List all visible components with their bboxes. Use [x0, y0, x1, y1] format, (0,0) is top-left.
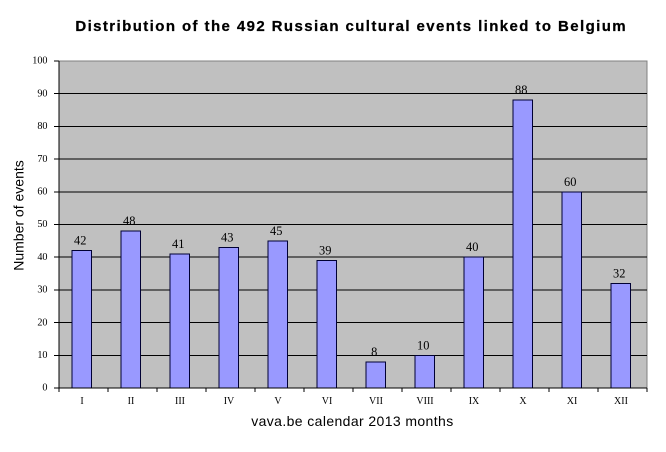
svg-text:39: 39: [319, 244, 331, 258]
svg-text:80: 80: [37, 121, 47, 132]
svg-text:42: 42: [74, 234, 86, 248]
svg-text:XI: XI: [567, 396, 578, 407]
svg-text:45: 45: [270, 224, 282, 238]
svg-text:60: 60: [37, 187, 47, 198]
svg-text:IV: IV: [224, 396, 235, 407]
svg-text:8: 8: [371, 345, 377, 359]
svg-text:VIII: VIII: [416, 396, 433, 407]
svg-text:43: 43: [221, 230, 233, 244]
svg-text:41: 41: [172, 237, 184, 251]
svg-text:50: 50: [37, 219, 47, 230]
svg-text:40: 40: [466, 240, 478, 254]
svg-text:X: X: [519, 396, 527, 407]
svg-text:III: III: [175, 396, 185, 407]
svg-text:70: 70: [37, 154, 47, 165]
svg-text:100: 100: [32, 56, 47, 67]
svg-text:II: II: [128, 396, 135, 407]
svg-text:IX: IX: [469, 396, 480, 407]
svg-text:0: 0: [42, 383, 47, 394]
svg-text:30: 30: [37, 285, 47, 296]
svg-text:88: 88: [515, 83, 527, 97]
svg-text:Number of events: Number of events: [11, 160, 27, 271]
svg-text:60: 60: [564, 175, 576, 189]
svg-text:20: 20: [37, 317, 47, 328]
svg-text:90: 90: [37, 88, 47, 99]
svg-text:32: 32: [613, 266, 625, 280]
svg-text:I: I: [80, 396, 83, 407]
svg-text:10: 10: [417, 338, 429, 352]
svg-text:VII: VII: [369, 396, 383, 407]
svg-text:40: 40: [37, 252, 47, 263]
svg-text:V: V: [274, 396, 282, 407]
svg-text:10: 10: [37, 350, 47, 361]
svg-text:VI: VI: [322, 396, 333, 407]
svg-text:Distribution of the 492 Russia: Distribution of the 492 Russian cultural…: [75, 18, 627, 35]
svg-text:48: 48: [123, 214, 135, 228]
svg-text:XII: XII: [614, 396, 628, 407]
svg-text:vava.be calendar 2013 months: vava.be calendar 2013 months: [251, 413, 453, 429]
